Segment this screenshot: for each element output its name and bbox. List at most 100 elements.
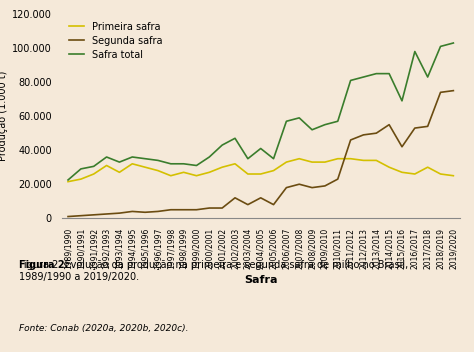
Primeira safra [232, 162, 238, 166]
Segunda safra [78, 214, 84, 218]
Safra total [425, 75, 430, 79]
Line: Segunda safra: Segunda safra [68, 91, 453, 216]
Primeira safra [348, 157, 354, 161]
Primeira safra [207, 170, 212, 175]
Primeira safra [168, 174, 173, 178]
Primeira safra [322, 160, 328, 164]
Line: Primeira safra: Primeira safra [68, 159, 453, 182]
Segunda safra [348, 138, 354, 142]
Safra total [155, 158, 161, 163]
Segunda safra [361, 133, 366, 137]
Segunda safra [335, 177, 341, 181]
Safra total [399, 99, 405, 103]
Primeira safra [374, 158, 379, 163]
Segunda safra [232, 196, 238, 200]
Safra total [91, 164, 97, 169]
Primeira safra [245, 172, 251, 176]
Text: Fonte: Conab (2020a, 2020b, 2020c).: Fonte: Conab (2020a, 2020b, 2020c). [19, 324, 189, 333]
Segunda safra [142, 210, 148, 214]
Segunda safra [104, 212, 109, 216]
Safra total [438, 44, 443, 49]
Safra total [283, 119, 289, 124]
Safra total [117, 160, 122, 164]
Segunda safra [425, 124, 430, 128]
Segunda safra [296, 182, 302, 186]
Primeira safra [258, 172, 264, 176]
Segunda safra [181, 208, 186, 212]
Safra total [322, 122, 328, 127]
Primeira safra [142, 165, 148, 169]
Safra total [129, 155, 135, 159]
Segunda safra [155, 209, 161, 214]
X-axis label: Safra: Safra [244, 275, 277, 285]
Segunda safra [412, 126, 418, 130]
Safra total [78, 167, 84, 171]
Legend: Primeira safra, Segunda safra, Safra total: Primeira safra, Segunda safra, Safra tot… [66, 19, 165, 63]
Safra total [335, 119, 341, 124]
Primeira safra [386, 165, 392, 169]
Primeira safra [155, 169, 161, 173]
Primeira safra [78, 177, 84, 181]
Segunda safra [245, 202, 251, 207]
Safra total [258, 146, 264, 151]
Primeira safra [399, 170, 405, 175]
Safra total [65, 178, 71, 182]
Safra total [104, 155, 109, 159]
Line: Safra total: Safra total [68, 43, 453, 180]
Primeira safra [361, 158, 366, 163]
Primeira safra [438, 172, 443, 176]
Segunda safra [194, 208, 200, 212]
Segunda safra [283, 186, 289, 190]
Primeira safra [91, 172, 97, 176]
Primeira safra [181, 170, 186, 175]
Safra total [296, 116, 302, 120]
Text: Figura 2. Evolução da produção na primeira e segunda safra de milho no Brasil,
1: Figura 2. Evolução da produção na primei… [19, 260, 408, 282]
Segunda safra [386, 122, 392, 127]
Safra total [271, 157, 276, 161]
Segunda safra [168, 208, 173, 212]
Primeira safra [450, 174, 456, 178]
Safra total [142, 157, 148, 161]
Safra total [168, 162, 173, 166]
Segunda safra [258, 196, 264, 200]
Safra total [386, 71, 392, 76]
Primeira safra [296, 157, 302, 161]
Primeira safra [194, 174, 200, 178]
Primeira safra [335, 157, 341, 161]
Primeira safra [104, 163, 109, 168]
Segunda safra [129, 209, 135, 214]
Segunda safra [219, 206, 225, 210]
Y-axis label: Produção (1.000 t): Produção (1.000 t) [0, 71, 8, 161]
Safra total [245, 157, 251, 161]
Primeira safra [309, 160, 315, 164]
Segunda safra [91, 213, 97, 217]
Primeira safra [129, 162, 135, 166]
Segunda safra [322, 184, 328, 188]
Safra total [207, 155, 212, 159]
Primeira safra [65, 180, 71, 184]
Segunda safra [450, 89, 456, 93]
Text: Figura 2.: Figura 2. [19, 260, 68, 270]
Safra total [219, 143, 225, 147]
Primeira safra [117, 170, 122, 175]
Segunda safra [374, 131, 379, 135]
Safra total [181, 162, 186, 166]
Segunda safra [399, 145, 405, 149]
Segunda safra [271, 202, 276, 207]
Safra total [194, 163, 200, 168]
Segunda safra [438, 90, 443, 94]
Safra total [412, 49, 418, 54]
Primeira safra [219, 165, 225, 169]
Primeira safra [283, 160, 289, 164]
Segunda safra [65, 214, 71, 219]
Primeira safra [425, 165, 430, 169]
Primeira safra [412, 172, 418, 176]
Safra total [361, 75, 366, 79]
Segunda safra [309, 186, 315, 190]
Segunda safra [207, 206, 212, 210]
Safra total [232, 136, 238, 140]
Safra total [374, 71, 379, 76]
Safra total [450, 41, 456, 45]
Safra total [309, 128, 315, 132]
Safra total [348, 78, 354, 83]
